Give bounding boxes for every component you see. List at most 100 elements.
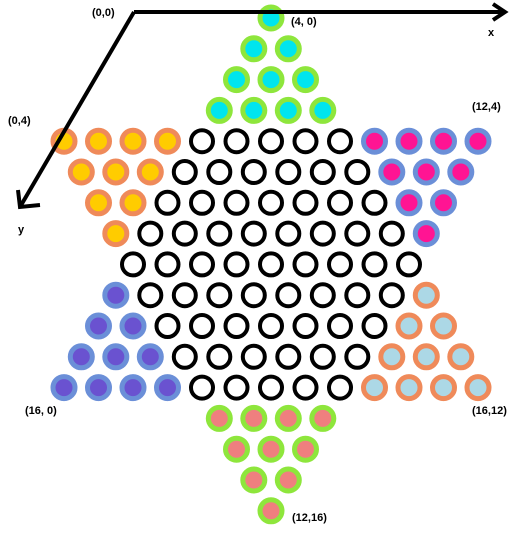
empty-hole: [327, 128, 353, 155]
empty-hole: [292, 374, 319, 401]
empty-hole: [275, 282, 302, 309]
bottom-marble: [240, 466, 268, 494]
bottom-left-marble: [50, 374, 78, 402]
empty-hole: [137, 282, 164, 309]
right-top-label: (12,4): [472, 101, 501, 113]
bottom-left-marble: [85, 374, 112, 402]
board-holes: [50, 4, 492, 525]
top-right-marble: [412, 220, 440, 248]
empty-hole: [327, 251, 353, 278]
bottom-left-marble: [154, 374, 181, 402]
bottom-marble: [309, 404, 337, 432]
empty-hole: [223, 189, 250, 216]
empty-hole: [292, 128, 319, 155]
empty-hole: [240, 220, 267, 247]
empty-hole: [292, 251, 319, 278]
y-axis-line: [18, 10, 136, 209]
bottom-marble: [240, 404, 268, 432]
empty-hole: [189, 128, 215, 155]
empty-hole: [258, 189, 284, 216]
bottom-marble: [274, 466, 302, 494]
top-left-marble: [154, 127, 181, 155]
bottom-left-marble: [85, 312, 112, 340]
bottom-left-marble: [119, 374, 147, 402]
empty-hole: [189, 374, 215, 401]
empty-hole: [171, 343, 198, 370]
top-left-marble: [67, 158, 95, 186]
empty-hole: [327, 313, 353, 339]
empty-hole: [154, 313, 181, 339]
empty-hole: [309, 220, 336, 247]
empty-hole: [171, 282, 198, 309]
empty-hole: [327, 189, 353, 216]
empty-hole: [206, 282, 233, 309]
empty-hole: [361, 251, 388, 278]
empty-hole: [223, 313, 250, 339]
x-axis-arrowhead: [491, 2, 509, 22]
bottom-point-label: (12,16): [292, 512, 327, 524]
bottom-marble: [257, 497, 285, 525]
top-marble: [240, 35, 268, 63]
left-top-label: (0,4): [8, 115, 31, 127]
top-right-marble: [378, 158, 406, 186]
top-marble: [205, 96, 233, 124]
empty-hole: [327, 374, 353, 401]
top-left-marble: [102, 158, 130, 186]
bottom-right-marble: [412, 281, 440, 309]
empty-hole: [206, 159, 233, 185]
empty-hole: [275, 220, 302, 247]
empty-hole: [206, 220, 233, 247]
top-right-marble: [361, 127, 388, 155]
empty-hole: [240, 159, 267, 185]
bottom-left-marble: [136, 343, 164, 371]
empty-hole: [223, 128, 250, 155]
bottom-marble: [292, 435, 319, 463]
x-axis-label: x: [488, 27, 495, 39]
top-left-marble: [85, 127, 112, 155]
left-bottom-label: (16, 0): [25, 405, 57, 417]
empty-hole: [240, 282, 267, 309]
empty-hole: [223, 251, 250, 278]
top-marble: [240, 96, 268, 124]
empty-hole: [120, 251, 146, 278]
bottom-left-marble: [102, 343, 130, 371]
empty-hole: [309, 282, 336, 309]
empty-hole: [292, 313, 319, 339]
bottom-right-marble: [430, 374, 457, 402]
bottom-right-marble: [412, 343, 440, 371]
bottom-left-marble: [119, 312, 147, 340]
empty-hole: [258, 313, 284, 339]
empty-hole: [344, 159, 371, 185]
empty-hole: [189, 189, 215, 216]
empty-hole: [258, 374, 284, 401]
top-left-marble: [102, 220, 130, 248]
empty-hole: [361, 189, 388, 216]
empty-hole: [344, 343, 371, 370]
top-marble: [274, 35, 302, 63]
top-marble: [223, 66, 250, 94]
empty-hole: [189, 251, 215, 278]
empty-hole: [378, 282, 405, 309]
empty-hole: [223, 374, 250, 401]
origin-label: (0,0): [92, 7, 115, 19]
bottom-marble: [223, 435, 250, 463]
bottom-right-marble: [378, 343, 406, 371]
empty-hole: [171, 159, 198, 185]
empty-hole: [378, 220, 405, 247]
bottom-right-marble: [464, 374, 492, 402]
top-marble: [292, 66, 319, 94]
top-point-label: (4, 0): [291, 16, 317, 28]
empty-hole: [258, 251, 284, 278]
top-right-marble: [447, 158, 475, 186]
top-right-marble: [464, 127, 492, 155]
empty-hole: [344, 282, 371, 309]
empty-hole: [344, 220, 371, 247]
y-axis-label: y: [18, 224, 25, 236]
empty-hole: [361, 313, 388, 339]
bottom-marble: [274, 404, 302, 432]
empty-hole: [137, 220, 164, 247]
top-right-marble: [430, 127, 457, 155]
top-left-marble: [119, 189, 147, 217]
top-left-marble: [119, 127, 147, 155]
